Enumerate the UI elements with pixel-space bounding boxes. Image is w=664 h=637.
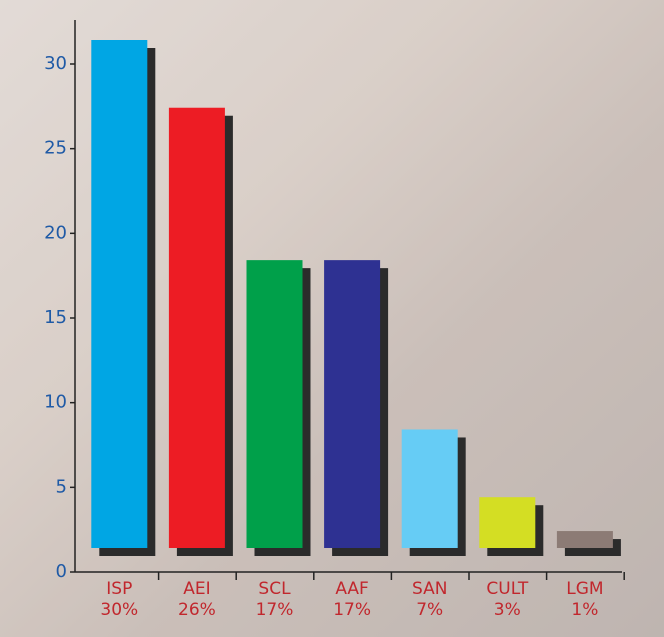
bar (401, 429, 458, 548)
x-tick-label: LGM (566, 579, 603, 599)
x-tick-label: CULT (486, 579, 528, 599)
bar (168, 107, 225, 548)
value-label: 7% (416, 600, 443, 620)
bar (479, 497, 536, 548)
x-tick-label: AAF (335, 579, 369, 599)
bar (246, 260, 303, 548)
value-label: 1% (571, 600, 598, 620)
x-tick-label: AEI (183, 579, 210, 599)
y-tick-label: 20 (44, 222, 67, 243)
bar (324, 260, 381, 548)
y-tick-label: 5 (56, 476, 67, 497)
x-tick-label: SAN (412, 579, 447, 599)
value-label: 30% (100, 600, 138, 620)
value-label: 3% (494, 600, 521, 620)
y-tick-label: 25 (44, 138, 67, 159)
bar (91, 40, 148, 548)
y-tick-label: 15 (44, 307, 67, 328)
x-tick-label: SCL (258, 579, 291, 599)
bar (556, 531, 613, 548)
x-tick-label: ISP (106, 579, 132, 599)
y-tick-label: 30 (44, 53, 67, 74)
value-label: 17% (256, 600, 294, 620)
y-tick-label: 0 (56, 561, 67, 582)
y-tick-label: 10 (44, 392, 67, 413)
value-label: 17% (333, 600, 371, 620)
value-label: 26% (178, 600, 216, 620)
